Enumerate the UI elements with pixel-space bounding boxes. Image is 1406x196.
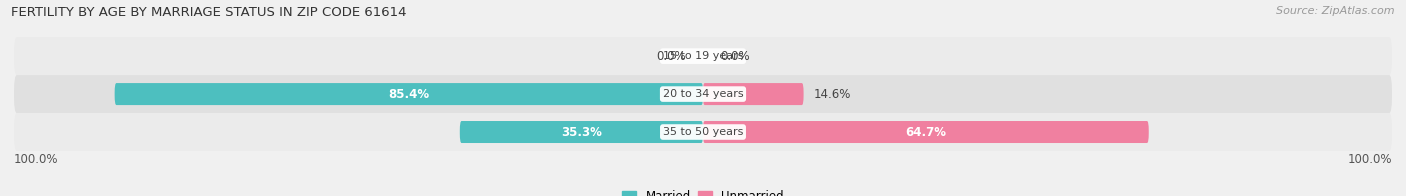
Text: 85.4%: 85.4%	[388, 88, 429, 101]
FancyBboxPatch shape	[115, 83, 703, 105]
FancyBboxPatch shape	[14, 75, 1392, 113]
FancyBboxPatch shape	[460, 121, 703, 143]
FancyBboxPatch shape	[14, 113, 1392, 151]
FancyBboxPatch shape	[14, 37, 1392, 75]
Text: 0.0%: 0.0%	[720, 50, 749, 63]
Text: 14.6%: 14.6%	[814, 88, 851, 101]
FancyBboxPatch shape	[703, 83, 804, 105]
Text: 35.3%: 35.3%	[561, 125, 602, 139]
Text: Source: ZipAtlas.com: Source: ZipAtlas.com	[1277, 6, 1395, 16]
Text: 15 to 19 years: 15 to 19 years	[662, 51, 744, 61]
Text: 35 to 50 years: 35 to 50 years	[662, 127, 744, 137]
Text: FERTILITY BY AGE BY MARRIAGE STATUS IN ZIP CODE 61614: FERTILITY BY AGE BY MARRIAGE STATUS IN Z…	[11, 6, 406, 19]
Text: 100.0%: 100.0%	[1347, 152, 1392, 165]
Text: 64.7%: 64.7%	[905, 125, 946, 139]
Text: 0.0%: 0.0%	[657, 50, 686, 63]
Text: 100.0%: 100.0%	[14, 152, 59, 165]
Legend: Married, Unmarried: Married, Unmarried	[617, 186, 789, 196]
Text: 20 to 34 years: 20 to 34 years	[662, 89, 744, 99]
FancyBboxPatch shape	[703, 121, 1149, 143]
